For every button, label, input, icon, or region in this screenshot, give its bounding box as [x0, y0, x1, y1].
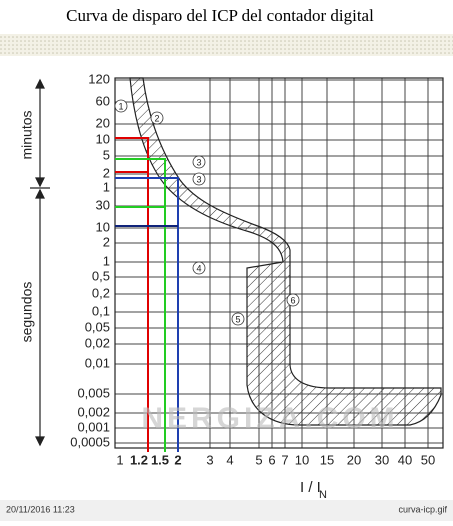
curve-label-circle	[286, 293, 300, 307]
y-tick-label: 0,0005	[70, 434, 110, 449]
y-tick-label: 30	[96, 197, 110, 212]
x-tick-label: 1.2	[130, 452, 148, 467]
title: Curva de disparo del ICP del contador di…	[66, 6, 374, 25]
x-tick-label: 1	[116, 452, 123, 467]
curve-label: 3	[196, 157, 201, 167]
axis-arrows	[30, 78, 50, 447]
curve-label: 4	[196, 263, 201, 273]
x-tick-label: 2	[174, 452, 181, 467]
axis-group-label: minutos	[19, 110, 35, 159]
curve-label-circle	[192, 261, 206, 275]
reference-lines	[115, 137, 179, 452]
curve-label: 5	[235, 314, 240, 324]
y-tick-label: 5	[103, 147, 110, 162]
x-tick-label: 4	[226, 452, 233, 467]
plot-frame	[114, 77, 444, 449]
y-tick-label: 0,02	[85, 335, 110, 350]
x-axis-title-sub: N	[319, 489, 327, 501]
footer-bar	[0, 500, 453, 521]
y-tick-label: 0,5	[92, 268, 110, 283]
x-tick-label: 15	[320, 452, 334, 467]
y-tick-label: 2	[103, 165, 110, 180]
x-tick-label: 50	[421, 452, 435, 467]
x-tick-label: 30	[375, 452, 389, 467]
y-tick-label: 0,2	[92, 285, 110, 300]
blue-line	[115, 177, 179, 452]
curve-label: 3	[196, 174, 201, 184]
watermark: NERGIZA.COM	[141, 402, 398, 435]
curve-label: 1	[118, 101, 123, 111]
y-tick-label: 1	[103, 253, 110, 268]
curve-label-circle	[231, 312, 245, 326]
x-tick-label: 5	[255, 452, 262, 467]
x-axis-title: I / I	[300, 479, 321, 496]
red-line	[115, 137, 149, 452]
footer-timestamp: 20/11/2016 11:23	[6, 504, 75, 514]
trip-band	[129, 77, 442, 426]
curve-label-circle	[192, 155, 206, 169]
y-tick-label: 0,001	[77, 419, 110, 434]
y-tick-label: 0,01	[85, 355, 110, 370]
y-tick-label: 2	[103, 234, 110, 249]
y-tick-label: 60	[96, 93, 110, 108]
y-tick-label: 20	[96, 115, 110, 130]
green-line	[115, 158, 166, 452]
curve-label: 6	[290, 295, 295, 305]
x-tick-label: 3	[206, 452, 213, 467]
x-tick-label: 40	[398, 452, 412, 467]
y-tick-label: 10	[96, 131, 110, 146]
y-tick-label: 0,005	[77, 385, 110, 400]
curve-label-circle	[150, 111, 164, 125]
curve-label-circle	[114, 99, 128, 113]
y-tick-label: 0,05	[85, 319, 110, 334]
y-tick-label: 0,1	[92, 303, 110, 318]
footer-filename: curva-icp.gif	[398, 504, 447, 514]
y-tick-label: 120	[88, 71, 110, 86]
y-tick-label: 1	[103, 179, 110, 194]
x-tick-label: 6	[268, 452, 275, 467]
y-tick-label: 10	[96, 219, 110, 234]
decor-band	[0, 34, 453, 56]
x-tick-label: 7	[281, 452, 288, 467]
x-tick-label: 1.5	[151, 452, 169, 467]
x-tick-label: 10	[295, 452, 309, 467]
curve-label: 2	[154, 113, 159, 123]
x-tick-label: 20	[347, 452, 361, 467]
curve-label-circle	[192, 172, 206, 186]
y-tick-label: 0,002	[77, 404, 110, 419]
grid	[115, 78, 443, 448]
axis-group-label: segundos	[19, 282, 35, 343]
